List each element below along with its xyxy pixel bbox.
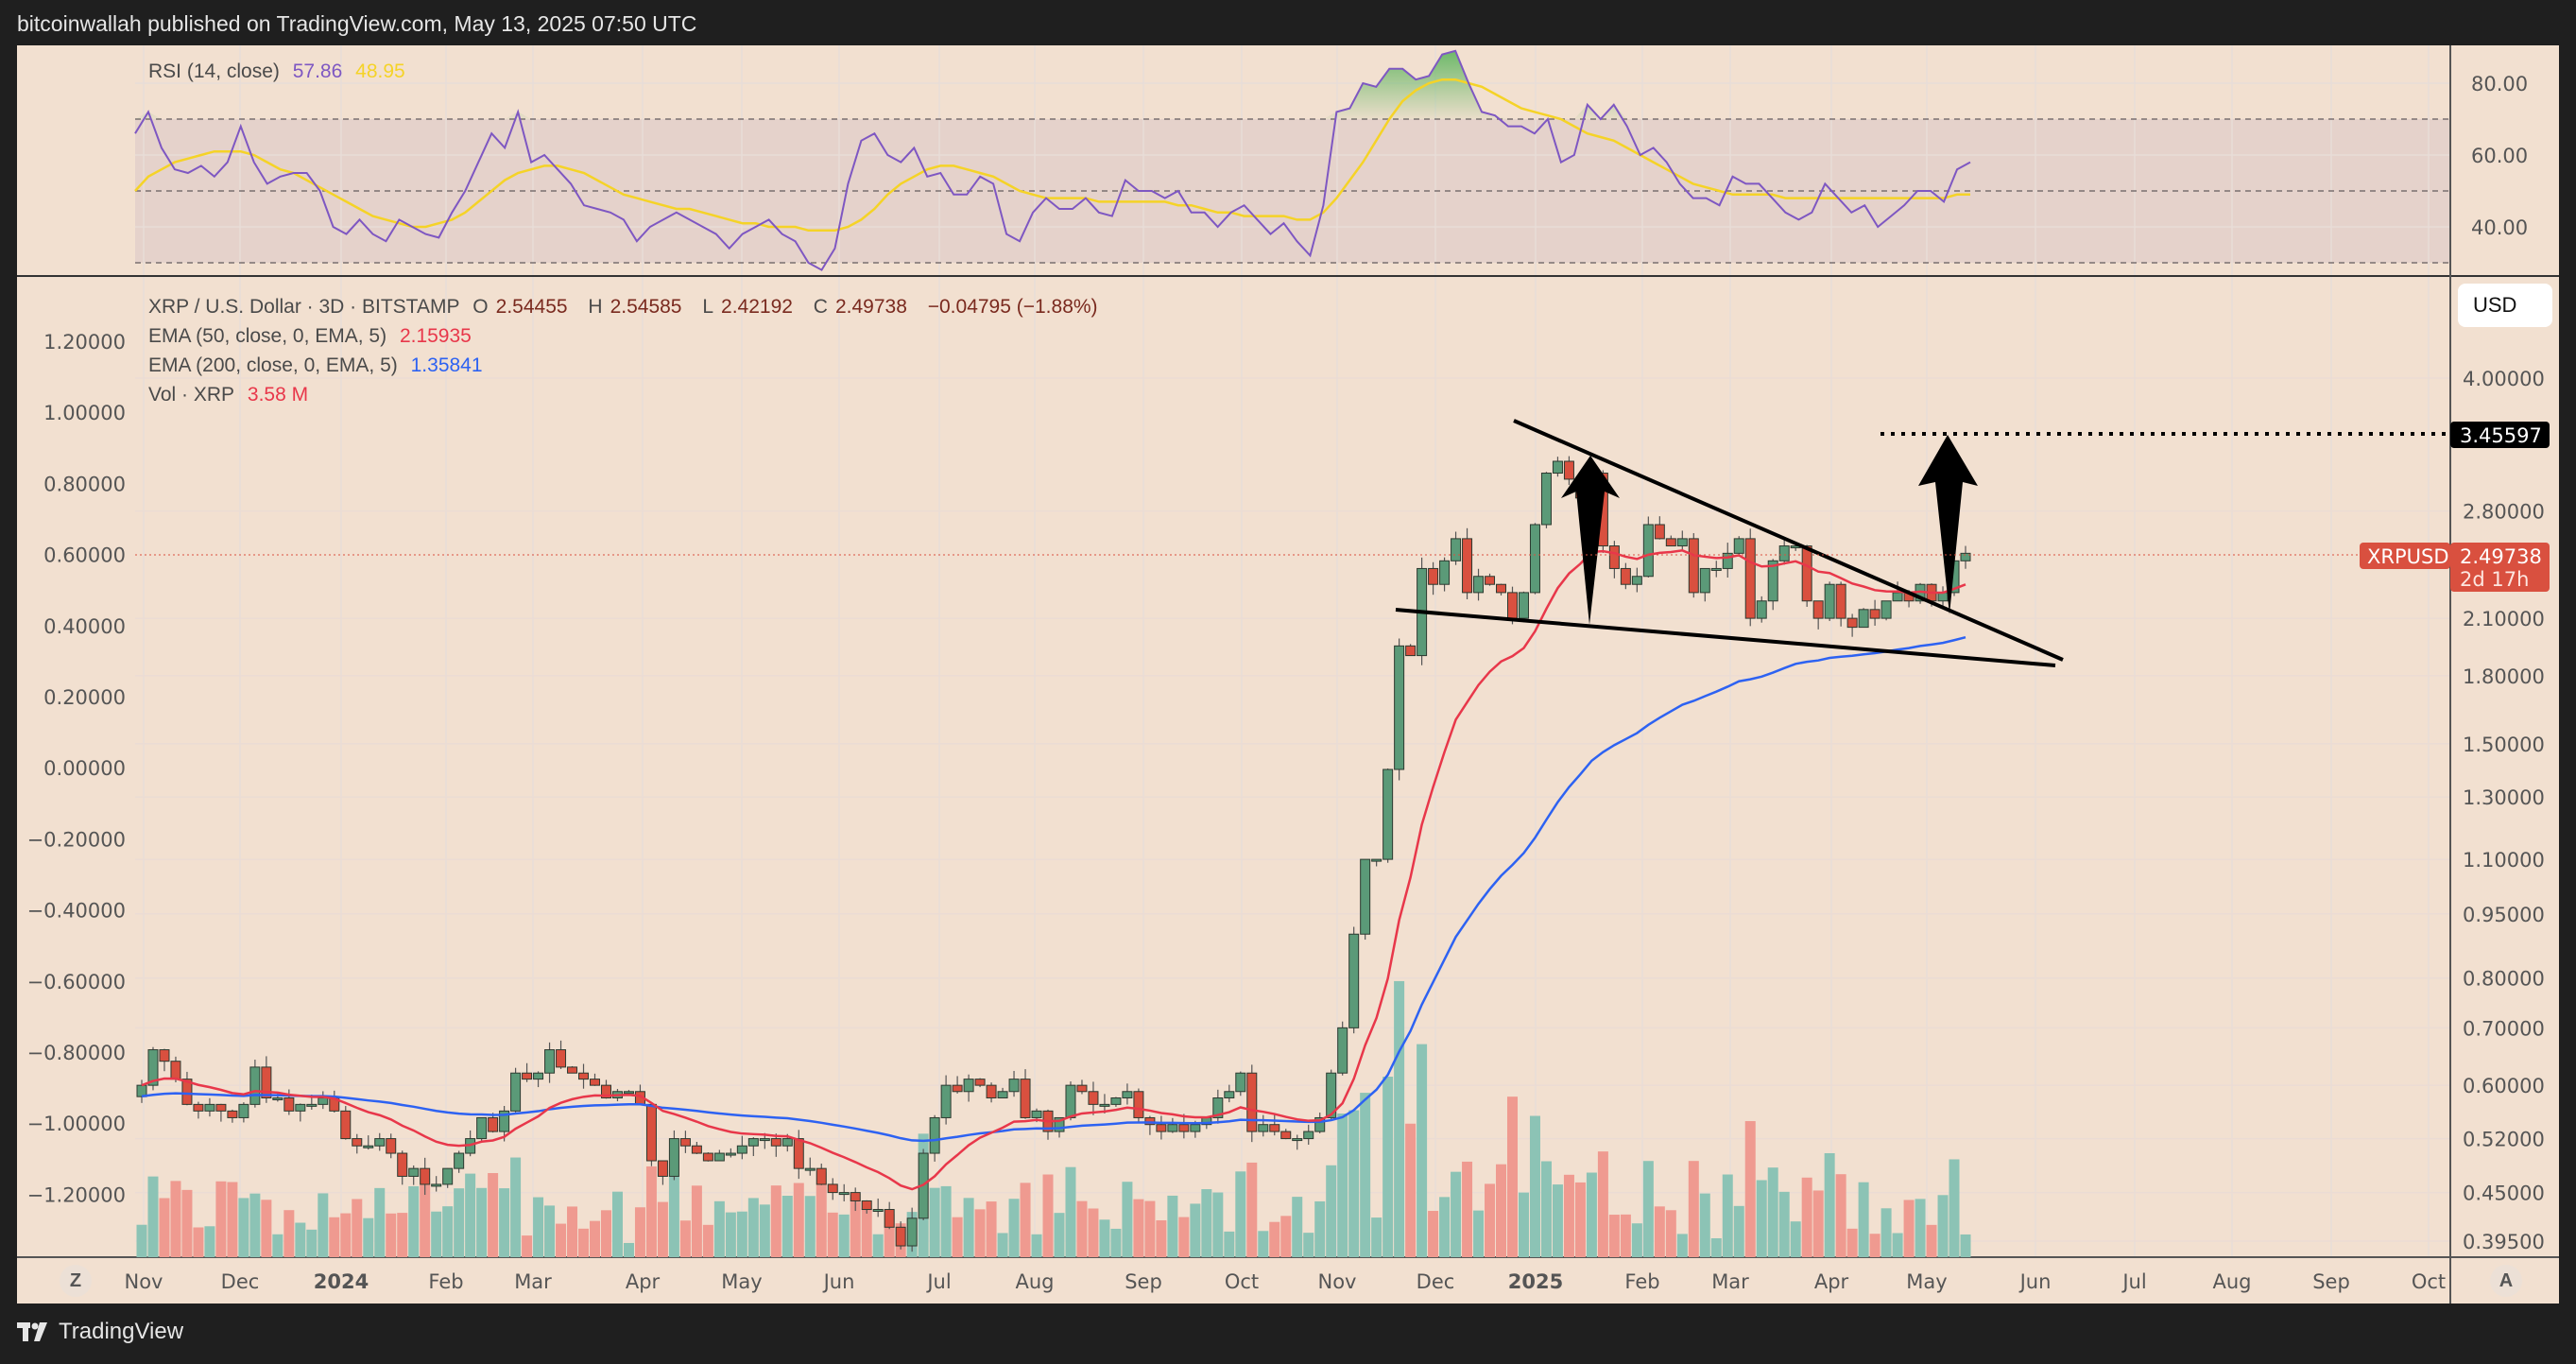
svg-text:May: May: [721, 1270, 762, 1293]
published-header: bitcoinwallah published on TradingView.c…: [17, 11, 697, 36]
svg-text:4.00000: 4.00000: [2463, 368, 2545, 390]
volume-label: Vol · XRP: [148, 384, 235, 406]
svg-text:Jul: Jul: [2121, 1270, 2146, 1293]
svg-text:80.00: 80.00: [2471, 73, 2528, 95]
svg-text:0.60000: 0.60000: [43, 544, 126, 567]
svg-text:2024: 2024: [314, 1270, 369, 1293]
svg-text:Feb: Feb: [428, 1270, 463, 1293]
svg-text:−1.20000: −1.20000: [27, 1183, 126, 1206]
zoom-toggle-button[interactable]: Z: [60, 1265, 92, 1297]
svg-text:0.70000: 0.70000: [2463, 1017, 2545, 1040]
svg-text:1.00000: 1.00000: [43, 402, 126, 424]
ohlc-high: H 2.54585: [588, 296, 682, 318]
ema200-row[interactable]: EMA (200, close, 0, EMA, 5) 1.35841: [148, 351, 1106, 380]
ema200-line: [141, 635, 1966, 1143]
svg-text:Nov: Nov: [1318, 1270, 1357, 1293]
svg-text:Sep: Sep: [2312, 1270, 2350, 1293]
svg-text:0.95000: 0.95000: [2463, 904, 2545, 926]
svg-text:0.60000: 0.60000: [2463, 1075, 2545, 1097]
svg-text:−0.60000: −0.60000: [27, 971, 126, 993]
svg-text:2.80000: 2.80000: [2463, 501, 2545, 524]
currency-button[interactable]: USD: [2458, 284, 2552, 327]
upper-trendline: [1513, 419, 2064, 662]
svg-text:1.10000: 1.10000: [2463, 849, 2545, 872]
svg-text:−1.00000: −1.00000: [27, 1113, 126, 1135]
svg-text:Sep: Sep: [1125, 1270, 1162, 1293]
svg-text:40.00: 40.00: [2471, 216, 2528, 239]
svg-text:Apr: Apr: [626, 1270, 661, 1293]
main-legend: XRP / U.S. Dollar · 3D · BITSTAMP O 2.544…: [148, 292, 1106, 409]
price-change: −0.04795 (−1.88%): [927, 296, 1098, 318]
target-arrow-icon: [1918, 435, 1978, 614]
svg-text:2025: 2025: [1508, 1270, 1563, 1293]
candles: [136, 456, 1971, 1252]
svg-text:2.49738: 2.49738: [2460, 545, 2542, 568]
brand-name: TradingView: [59, 1319, 184, 1344]
svg-text:1.30000: 1.30000: [2463, 786, 2545, 809]
ema50-line: [141, 549, 1966, 1191]
svg-text:0.52000: 0.52000: [2463, 1129, 2545, 1151]
svg-text:Apr: Apr: [1814, 1270, 1849, 1293]
svg-text:1.20000: 1.20000: [43, 331, 126, 354]
svg-text:0.80000: 0.80000: [43, 473, 126, 495]
svg-text:Jul: Jul: [925, 1270, 951, 1293]
ema200-value: 1.35841: [410, 354, 483, 376]
ema50-row[interactable]: EMA (50, close, 0, EMA, 5) 2.15935: [148, 321, 1106, 351]
ema50-value: 2.15935: [399, 325, 472, 347]
svg-text:−0.80000: −0.80000: [27, 1042, 126, 1064]
svg-text:0.45000: 0.45000: [2463, 1183, 2545, 1205]
ema200-label: EMA (200, close, 0, EMA, 5): [148, 354, 398, 376]
svg-text:XRPUSD: XRPUSD: [2367, 545, 2449, 568]
svg-text:Aug: Aug: [2212, 1270, 2251, 1293]
svg-text:0.20000: 0.20000: [43, 686, 126, 709]
auto-scale-button[interactable]: A: [2490, 1265, 2522, 1297]
ema50-label: EMA (50, close, 0, EMA, 5): [148, 325, 387, 347]
svg-text:0.39500: 0.39500: [2463, 1231, 2545, 1253]
svg-text:1.80000: 1.80000: [2463, 665, 2545, 688]
svg-text:−0.20000: −0.20000: [27, 828, 126, 851]
svg-text:Mar: Mar: [1711, 1270, 1749, 1293]
svg-text:May: May: [1906, 1270, 1947, 1293]
rsi-ma-value: 48.95: [355, 60, 405, 82]
svg-text:Feb: Feb: [1624, 1270, 1659, 1293]
rsi-legend: RSI (14, close) 57.86 48.95: [148, 60, 413, 83]
volume-bars: [136, 980, 1971, 1257]
ohlc-low: L 2.42192: [702, 296, 793, 318]
svg-text:Dec: Dec: [221, 1270, 260, 1293]
svg-text:0.80000: 0.80000: [2463, 968, 2545, 991]
volume-value: 3.58 M: [247, 384, 309, 406]
svg-text:Nov: Nov: [125, 1270, 163, 1293]
svg-text:1.50000: 1.50000: [2463, 734, 2545, 756]
rsi-label: RSI (14, close): [148, 60, 280, 82]
svg-text:Dec: Dec: [1417, 1270, 1455, 1293]
svg-text:Jun: Jun: [2018, 1270, 2052, 1293]
symbol-row[interactable]: XRP / U.S. Dollar · 3D · BITSTAMP O 2.544…: [148, 292, 1106, 321]
lower-trendline: [1395, 608, 2056, 667]
symbol-title: XRP / U.S. Dollar · 3D · BITSTAMP: [148, 296, 460, 318]
measured-move-arrow-icon: [1561, 456, 1620, 625]
ohlc-open: O 2.54455: [472, 296, 568, 318]
svg-text:0.40000: 0.40000: [43, 615, 126, 638]
svg-text:3.45597: 3.45597: [2460, 424, 2542, 447]
tradingview-logo-icon: [17, 1322, 47, 1341]
ohlc-close: C 2.49738: [813, 296, 907, 318]
svg-text:Oct: Oct: [1225, 1270, 1259, 1293]
svg-text:2.10000: 2.10000: [2463, 608, 2545, 630]
svg-text:0.00000: 0.00000: [43, 757, 126, 780]
volume-row[interactable]: Vol · XRP 3.58 M: [148, 380, 1106, 409]
svg-text:2d 17h: 2d 17h: [2460, 568, 2529, 591]
svg-text:60.00: 60.00: [2471, 145, 2528, 167]
footer-brand[interactable]: TradingView: [17, 1319, 183, 1345]
svg-text:Mar: Mar: [514, 1270, 552, 1293]
svg-text:Aug: Aug: [1015, 1270, 1054, 1293]
svg-text:Oct: Oct: [2412, 1270, 2446, 1293]
rsi-value: 57.86: [292, 60, 343, 82]
svg-text:Jun: Jun: [822, 1270, 855, 1293]
svg-text:−0.40000: −0.40000: [27, 900, 126, 923]
